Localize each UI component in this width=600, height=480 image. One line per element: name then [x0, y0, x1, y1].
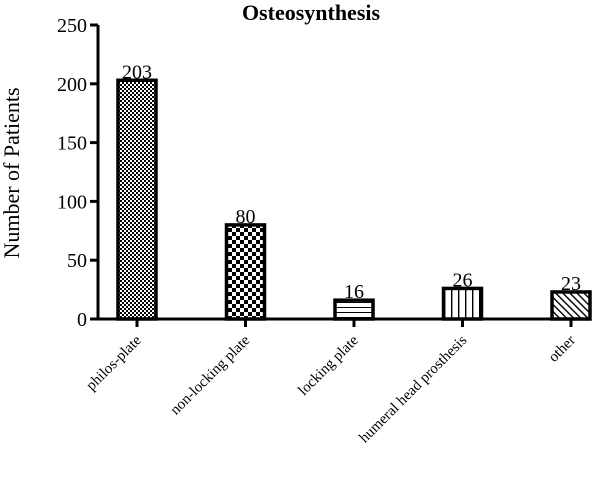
y-axis-label: Number of Patients — [0, 87, 24, 258]
data-label: 16 — [344, 281, 364, 303]
x-tick-label: locking plate — [295, 332, 362, 399]
chart-title: Osteosynthesis — [242, 0, 381, 25]
y-tick-label: 150 — [57, 133, 87, 155]
x-tick-label: non-locking plate — [167, 332, 253, 418]
bar-locking-plate — [333, 298, 375, 321]
bar-humeral-head-prosthesis — [441, 286, 484, 321]
bar-non-locking-plate — [224, 223, 267, 321]
data-label: 203 — [122, 61, 152, 83]
bars: 203 80 16 26 23 — [116, 61, 592, 321]
bar-other — [550, 290, 592, 321]
data-label: 26 — [453, 269, 473, 291]
y-tick-label: 100 — [57, 191, 87, 213]
data-label: 23 — [561, 273, 581, 295]
y-tick-label: 200 — [57, 74, 87, 96]
y-tick-label: 0 — [77, 309, 87, 331]
x-tick-label: other — [546, 333, 579, 366]
bar-philos-plate — [116, 78, 158, 321]
y-axis: 0 50 100 150 200 250 — [57, 15, 100, 331]
x-tick-label: philos-plate — [83, 332, 145, 394]
y-tick-label: 250 — [57, 15, 87, 37]
x-tick-label: humeral head prosthesis — [357, 332, 471, 446]
y-tick-label: 50 — [67, 250, 87, 272]
data-label: 80 — [236, 206, 256, 228]
x-axis: philos-plate non-locking plate locking pla… — [83, 317, 590, 446]
